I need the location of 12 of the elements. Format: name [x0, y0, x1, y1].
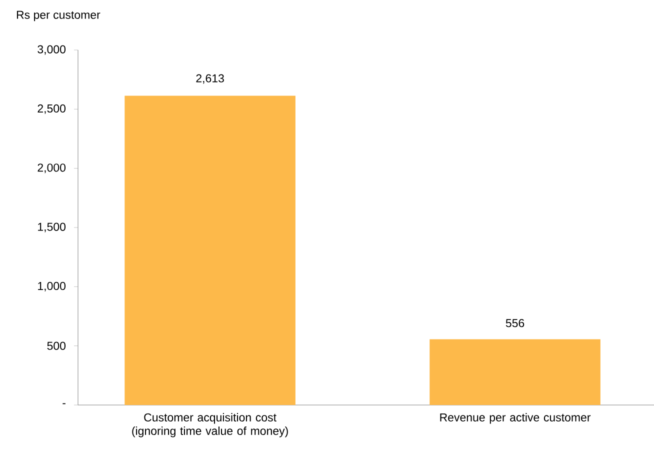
- y-tick-label: 2,500: [38, 104, 66, 114]
- x-tick-label: Revenue per active customer: [440, 413, 591, 424]
- data-label: 556: [506, 319, 524, 328]
- y-tick-label: 500: [47, 342, 66, 350]
- y-tick-label: 1,500: [38, 222, 66, 232]
- y-tick-label: 3,000: [38, 45, 66, 55]
- x-tick-label: Customer acquisition cost (ignoring time value of money): [132, 413, 288, 438]
- y-tick-label: 2,000: [38, 164, 66, 174]
- y-tick-label: -: [62, 403, 66, 404]
- y-tick-label: 1,000: [38, 282, 66, 292]
- data-label: 2,613: [196, 74, 224, 84]
- y-axis-title: Rs per customer: [16, 10, 100, 22]
